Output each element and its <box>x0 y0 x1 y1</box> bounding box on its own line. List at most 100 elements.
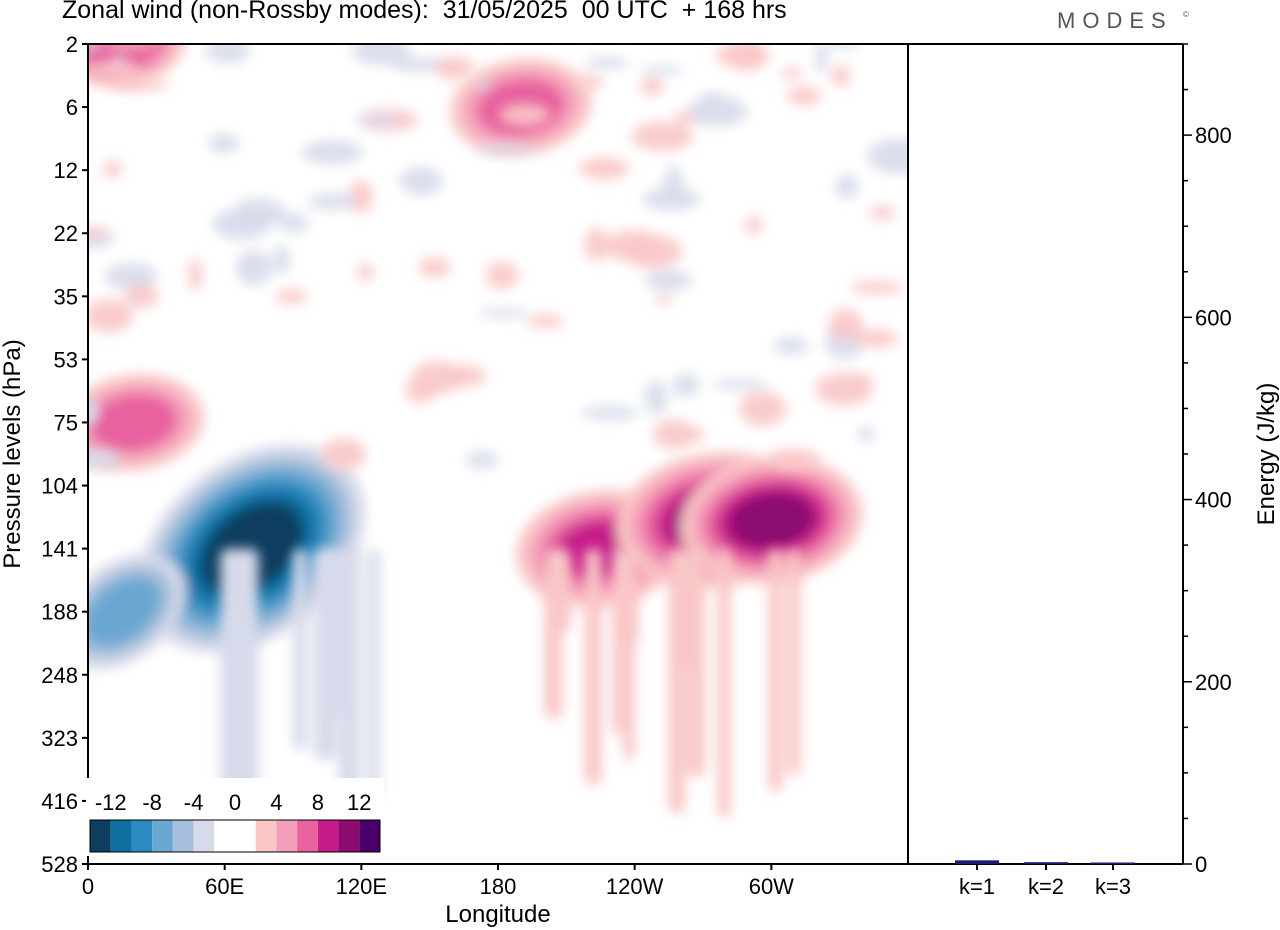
field-speckle <box>212 208 272 240</box>
field-speckle <box>652 419 696 450</box>
pressure-tick-label: 528 <box>41 852 78 877</box>
field-speckle <box>856 329 899 348</box>
colorbar-tick-label: 8 <box>312 790 324 815</box>
field-speckle <box>88 299 134 333</box>
field-speckle <box>644 380 668 415</box>
field-speckle <box>578 75 604 90</box>
field-speckle <box>356 263 375 281</box>
field-speckle <box>352 44 411 66</box>
pressure-tick-label: 188 <box>41 600 78 625</box>
field-speckle <box>644 269 693 291</box>
field-speckle <box>580 406 640 420</box>
field-streak <box>768 548 783 792</box>
field-speckle <box>815 44 828 75</box>
field-speckle <box>787 86 822 106</box>
colorbar-swatch <box>359 820 380 852</box>
field-speckle <box>205 44 251 63</box>
field-streak <box>226 548 244 621</box>
field-speckle <box>321 438 367 471</box>
pressure-tick-label: 35 <box>54 284 78 309</box>
colorbar-swatch <box>235 820 256 852</box>
energy-tick-label: 200 <box>1195 670 1232 695</box>
field-speckle <box>102 160 123 178</box>
field-speckle <box>106 77 170 91</box>
pressure-axis: 2 6 12 22 35 53 75 104 141 188 248 323 416 528 <box>41 32 88 877</box>
category-label: k=1 <box>959 874 995 899</box>
field-speckle <box>768 449 821 470</box>
field-speckle <box>411 361 462 395</box>
field-contour <box>88 576 161 647</box>
field-contour <box>90 394 178 451</box>
colorbar-swatch <box>338 820 360 852</box>
field-speckle <box>275 289 308 304</box>
field-speckle <box>849 281 904 295</box>
pressure-tick-label: 75 <box>54 410 78 435</box>
field-streak <box>555 548 571 632</box>
field-speckle <box>781 67 802 80</box>
field-speckle <box>418 257 451 278</box>
field-speckle <box>485 261 519 290</box>
colorbar-border <box>89 819 381 853</box>
colorbar-swatch <box>152 820 173 852</box>
field-speckle <box>867 138 908 174</box>
field-speckle <box>579 157 629 180</box>
energy-bar-k3 <box>1091 862 1135 864</box>
y-axis-title: Pressure levels (hPa) <box>0 339 26 568</box>
pressure-tick-label: 104 <box>41 474 78 499</box>
field-speckle <box>208 133 240 154</box>
colorbar-swatch <box>131 820 153 852</box>
field-streak <box>687 548 706 777</box>
colorbar-swatch <box>276 820 298 852</box>
colorbar-swatch <box>297 820 318 852</box>
field-speckle <box>89 61 141 77</box>
field-speckle <box>235 249 272 286</box>
field-speckle <box>88 397 100 427</box>
field-speckle <box>835 173 859 199</box>
pressure-tick-label: 6 <box>66 95 78 120</box>
field-speckle <box>88 449 121 470</box>
energy-axis-title: Energy (J/kg) <box>1253 383 1280 526</box>
field-streak <box>236 548 259 839</box>
colorbar-swatch <box>255 820 277 852</box>
pressure-tick-label: 141 <box>41 537 78 562</box>
longitude-tick-label: 120E <box>336 874 387 899</box>
field-streak <box>348 548 360 826</box>
field-speckle <box>639 77 664 96</box>
brand-logo: MODES <box>1057 8 1173 33</box>
longitude-tick-label: 120W <box>606 874 664 899</box>
colorbar-swatch <box>110 820 132 852</box>
field-speckle <box>857 426 874 442</box>
field-speckle <box>102 44 160 49</box>
field-speckle <box>846 373 873 387</box>
colorbar-tick-label: -4 <box>184 790 204 815</box>
pressure-tick-label: 53 <box>54 347 78 372</box>
x-axis-title: Longitude <box>445 901 550 928</box>
field-speckle <box>478 308 530 318</box>
field-speckle <box>604 230 663 262</box>
field-speckle <box>728 44 767 71</box>
field-speckle <box>655 295 673 305</box>
field-streak <box>584 548 602 786</box>
colorbar-swatch <box>193 820 215 852</box>
brand-copyright-mark: © <box>1183 10 1189 19</box>
field-speckle <box>124 284 159 308</box>
pressure-tick-label: 12 <box>54 158 78 183</box>
field-streak <box>620 548 639 646</box>
colorbar-tick-label: 0 <box>229 790 241 815</box>
field-streak <box>612 548 623 736</box>
field-speckle <box>869 205 896 220</box>
energy-bar-k1 <box>955 860 999 864</box>
field-streak <box>787 548 801 776</box>
category-label: k=3 <box>1095 874 1131 899</box>
field-streak <box>320 548 343 717</box>
field-speckle <box>465 451 499 469</box>
pressure-tick-label: 2 <box>66 32 78 57</box>
field-speckle <box>526 314 564 328</box>
field-speckle <box>434 55 474 80</box>
pressure-tick-label: 22 <box>54 221 78 246</box>
chart-title: Zonal wind (non-Rossby modes): 31/05/202… <box>62 0 787 24</box>
field-speckle <box>584 227 609 261</box>
longitude-tick-label: 60E <box>205 874 244 899</box>
field-speckle <box>279 213 309 233</box>
colorbar-tick-label: 12 <box>347 790 371 815</box>
